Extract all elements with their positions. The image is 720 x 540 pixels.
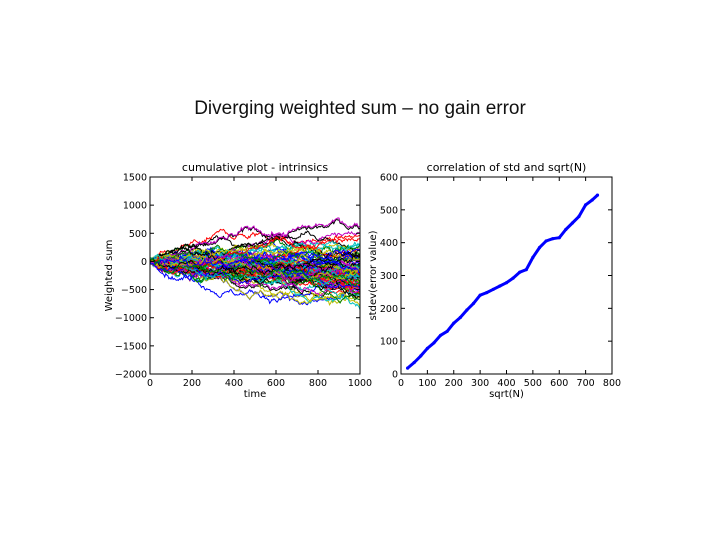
std-series-line bbox=[406, 193, 599, 370]
std-point bbox=[518, 270, 522, 274]
plot1-x-tick-label: 800 bbox=[309, 378, 327, 389]
plot2-y-tick-label: 600 bbox=[380, 173, 398, 184]
plot1-y-tick-label: −2000 bbox=[115, 370, 147, 381]
std-point bbox=[537, 246, 542, 250]
plot2-x-tick-label: 300 bbox=[471, 378, 489, 389]
plot1-x-tick-label: 600 bbox=[267, 378, 285, 389]
plot2-x-tick-label: 400 bbox=[497, 378, 515, 389]
walk-series-line bbox=[150, 246, 360, 265]
std-point bbox=[471, 301, 476, 305]
plot1-y-tick-label: −500 bbox=[121, 285, 147, 296]
plot1-frame bbox=[149, 176, 361, 375]
std-point bbox=[590, 198, 594, 202]
std-point bbox=[577, 214, 581, 218]
plot1-y-tick-label: 1500 bbox=[123, 173, 147, 184]
plot2-x-tick-label: 700 bbox=[577, 378, 595, 389]
plot1-xlabel: time bbox=[244, 389, 267, 400]
plot1-x-tick-label: 200 bbox=[183, 378, 201, 389]
std-point bbox=[498, 284, 502, 288]
walk-series-line bbox=[150, 253, 360, 274]
std-point bbox=[504, 281, 509, 285]
std-point bbox=[485, 291, 489, 295]
std-point bbox=[491, 287, 495, 291]
walk-series-line bbox=[150, 249, 360, 284]
std-point bbox=[419, 354, 423, 358]
std-point bbox=[478, 293, 482, 297]
plot1-y-tick-label: 0 bbox=[141, 257, 147, 268]
plot2-y-tick-label: 200 bbox=[380, 304, 398, 315]
walk-series-line bbox=[150, 246, 360, 275]
std-point bbox=[524, 268, 528, 272]
std-point bbox=[564, 227, 568, 232]
plot1-x-tick-label: 0 bbox=[147, 378, 153, 389]
plot2-y-tick-label: 400 bbox=[380, 238, 398, 249]
std-point bbox=[584, 203, 588, 207]
plot2-ylabel: stdev(error value) bbox=[368, 230, 379, 320]
std-point bbox=[406, 366, 410, 370]
std-point bbox=[551, 237, 555, 241]
walk-series-line bbox=[150, 217, 360, 262]
std-point bbox=[445, 329, 449, 333]
plot1-x-tick-label: 1000 bbox=[348, 378, 372, 389]
plot2-x-tick-label: 500 bbox=[524, 378, 542, 389]
walk-series-line bbox=[150, 244, 360, 270]
walk-series-line bbox=[150, 230, 360, 263]
walk-series-line bbox=[150, 258, 360, 287]
plot2-y-tick-label: 0 bbox=[392, 370, 398, 381]
walk-lines bbox=[150, 217, 360, 310]
std-point bbox=[452, 321, 456, 325]
plot2-y-tick-label: 100 bbox=[380, 337, 398, 348]
plot1-x-tick-label: 400 bbox=[225, 378, 243, 389]
plot2-x-tick-label: 800 bbox=[603, 378, 621, 389]
plot2-title: correlation of std and sqrt(N) bbox=[427, 161, 587, 174]
plot1-y-tick-label: 1000 bbox=[123, 201, 147, 212]
walk-series-line bbox=[150, 256, 360, 278]
slide-title: Diverging weighted sum – no gain error bbox=[194, 98, 526, 119]
std-point bbox=[544, 239, 548, 243]
plot1-y-tick-label: 500 bbox=[129, 229, 147, 240]
plot1-y-tick-label: −1000 bbox=[115, 313, 147, 324]
chart-cumulative-plot: cumulative plot - intrinsics 0 200 400 600 80… bbox=[104, 161, 372, 400]
plot1-y-tick-label: −1500 bbox=[115, 341, 147, 352]
plot2-y-tick-label: 500 bbox=[380, 205, 398, 216]
std-point bbox=[439, 333, 443, 337]
std-point bbox=[432, 341, 436, 345]
std-point bbox=[595, 193, 600, 197]
std-point bbox=[531, 255, 535, 259]
std-point bbox=[557, 236, 561, 240]
plot2-x-tick-label: 600 bbox=[550, 378, 568, 389]
std-point bbox=[511, 276, 515, 280]
std-point bbox=[570, 221, 575, 225]
walk-series-line bbox=[150, 259, 360, 280]
std-point bbox=[425, 346, 429, 350]
plot2-xlabel: sqrt(N) bbox=[489, 389, 524, 400]
plot2-x-tick-label: 100 bbox=[418, 378, 436, 389]
plot2-x-tick-label: 200 bbox=[445, 378, 463, 389]
plot2-y-tick-label: 300 bbox=[380, 271, 398, 282]
std-point bbox=[412, 360, 416, 365]
plot1-title: cumulative plot - intrinsics bbox=[182, 161, 328, 174]
plot1-ylabel: Weighted sum bbox=[104, 240, 115, 312]
chart-std-correlation: correlation of std and sqrt(N) 0 100 200 300… bbox=[368, 161, 621, 400]
std-point bbox=[465, 308, 469, 312]
std-point bbox=[458, 315, 462, 320]
walk-series-line bbox=[150, 235, 360, 263]
walk-series-line bbox=[150, 253, 360, 286]
plot2-x-tick-label: 0 bbox=[398, 378, 404, 389]
